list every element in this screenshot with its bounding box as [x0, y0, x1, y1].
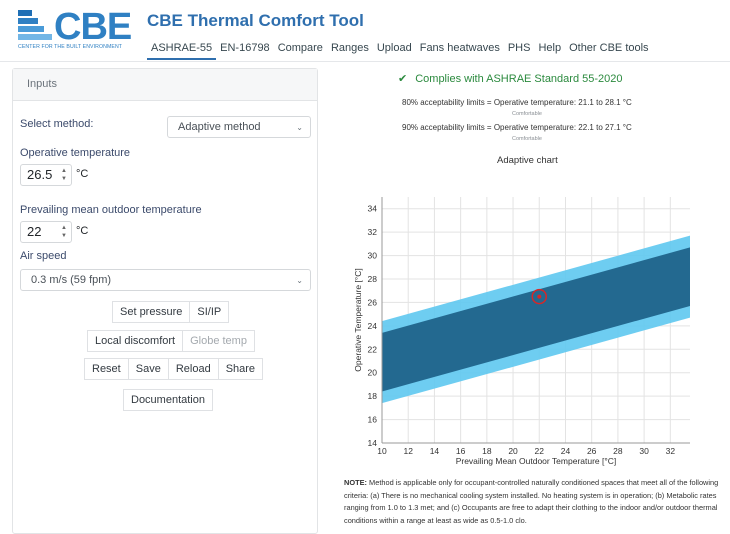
- method-note: NOTE: Method is applicable only for occu…: [344, 477, 722, 527]
- limit-80-text: 80% acceptability limits = Operative tem…: [402, 98, 632, 107]
- x-tick-label: 24: [561, 446, 571, 456]
- chevron-down-icon: ⌄: [296, 123, 303, 132]
- x-tick-label: 16: [456, 446, 466, 456]
- x-tick-label: 18: [482, 446, 492, 456]
- y-tick-label: 20: [368, 368, 378, 378]
- note-text: Method is applicable only for occupant-c…: [344, 478, 719, 525]
- set-pressure-button[interactable]: Set pressure: [112, 301, 191, 323]
- y-tick-label: 30: [368, 251, 378, 261]
- operative-temp-unit: °C: [76, 168, 89, 180]
- air-speed-select[interactable]: 0.3 m/s (59 fpm) ⌄: [20, 269, 311, 291]
- limit-90-text: 90% acceptability limits = Operative tem…: [402, 123, 632, 132]
- y-axis-label: Operative Temperature [°C]: [353, 268, 363, 371]
- compliance-text: Complies with ASHRAE Standard 55-2020: [415, 73, 623, 85]
- x-tick-label: 20: [508, 446, 518, 456]
- logo-subtitle: CENTER FOR THE BUILT ENVIRONMENT: [18, 44, 123, 50]
- x-tick-label: 12: [403, 446, 413, 456]
- nav-item-ranges[interactable]: Ranges: [330, 42, 369, 54]
- app-title: CBE Thermal Comfort Tool: [147, 11, 364, 30]
- method-select[interactable]: Adaptive method ⌄: [167, 116, 311, 138]
- x-tick-label: 30: [639, 446, 649, 456]
- si-ip-button[interactable]: SI/IP: [189, 301, 230, 323]
- comfort-point-ring: [531, 288, 548, 305]
- operative-temp-value: 26.5: [27, 167, 53, 182]
- air-speed-value: 0.3 m/s (59 fpm): [31, 274, 112, 286]
- header-divider: [0, 61, 730, 62]
- nav-item-upload[interactable]: Upload: [376, 42, 412, 54]
- save-button[interactable]: Save: [127, 358, 169, 380]
- x-axis-label: Prevailing Mean Outdoor Temperature [°C]: [456, 456, 617, 466]
- method-select-value: Adaptive method: [178, 121, 261, 133]
- limit-80-status: Comfortable: [512, 111, 542, 117]
- adaptive-chart: 10 12 14 16 18 20 22 24 26 28 30 32 14 16 18 20 22 24 26 28…: [353, 197, 690, 466]
- y-tick-label: 32: [368, 227, 378, 237]
- nav-item-ashrae-55[interactable]: ASHRAE-55: [147, 41, 217, 60]
- nav-item-help[interactable]: Help: [538, 42, 562, 54]
- note-label: NOTE:: [344, 478, 367, 487]
- y-tick-label: 22: [368, 344, 378, 354]
- y-tick-label: 34: [368, 204, 378, 214]
- nav-item-phs[interactable]: PHS: [507, 42, 531, 54]
- reset-button[interactable]: Reset: [84, 358, 129, 380]
- method-label: Select method:: [20, 118, 94, 130]
- outdoor-temp-value: 22: [27, 224, 42, 239]
- x-tick-label: 14: [430, 446, 440, 456]
- nav-item-compare[interactable]: Compare: [277, 42, 323, 54]
- spinner-arrows-icon[interactable]: ▲ ▼: [61, 168, 67, 182]
- documentation-button-group: Documentation: [123, 389, 213, 411]
- local-discomfort-button[interactable]: Local discomfort: [87, 330, 184, 352]
- spinner-arrows-icon[interactable]: ▲ ▼: [61, 225, 67, 239]
- x-tick-label: 32: [666, 446, 676, 456]
- settings-button-group: Set pressure SI/IP: [112, 301, 230, 323]
- outdoor-temp-label: Prevailing mean outdoor temperature: [20, 204, 202, 216]
- compliance-status: ✔ Complies with ASHRAE Standard 55-2020: [398, 72, 623, 85]
- logo-mark-icon: [18, 10, 52, 40]
- actions-button-group: Reset Save Reload Share: [84, 358, 264, 380]
- nav-item-en-16798[interactable]: EN-16798: [220, 42, 270, 54]
- nav-item-other-cbe-tools[interactable]: Other CBE tools: [569, 42, 649, 54]
- share-button[interactable]: Share: [217, 358, 264, 380]
- y-tick-label: 26: [368, 297, 378, 307]
- logo-text: CBE: [54, 6, 132, 48]
- inputs-panel-title: Inputs: [13, 69, 317, 101]
- band-90-percent: [382, 247, 690, 392]
- globe-temp-button[interactable]: Globe temp: [182, 330, 255, 352]
- x-tick-label: 22: [535, 446, 545, 456]
- nav-item-fans-heatwaves[interactable]: Fans heatwaves: [419, 42, 500, 54]
- chevron-down-icon: ⌄: [296, 276, 303, 285]
- y-tick-label: 18: [368, 391, 378, 401]
- outdoor-temp-input[interactable]: 22 ▲ ▼: [20, 221, 72, 243]
- x-tick-label: 10: [377, 446, 387, 456]
- limit-90-status: Comfortable: [512, 136, 542, 142]
- y-tick-label: 28: [368, 274, 378, 284]
- documentation-button[interactable]: Documentation: [123, 389, 213, 411]
- extra-tools-button-group: Local discomfort Globe temp: [87, 330, 255, 352]
- x-tick-label: 26: [587, 446, 597, 456]
- y-tick-label: 24: [368, 321, 378, 331]
- comfort-point: [537, 294, 542, 299]
- chart-title: Adaptive chart: [497, 155, 558, 166]
- check-icon: ✔: [398, 73, 408, 85]
- y-tick-label: 14: [368, 438, 378, 448]
- outdoor-temp-unit: °C: [76, 225, 89, 237]
- app-header: CBE CENTER FOR THE BUILT ENVIRONMENT CBE…: [0, 0, 730, 62]
- operative-temp-label: Operative temperature: [20, 147, 131, 159]
- inputs-panel: Inputs Select method: Adaptive method ⌄ …: [12, 68, 318, 534]
- air-speed-label: Air speed: [20, 250, 67, 262]
- cbe-logo[interactable]: CBE CENTER FOR THE BUILT ENVIRONMENT: [18, 6, 138, 56]
- x-tick-label: 28: [613, 446, 623, 456]
- reload-button[interactable]: Reload: [167, 358, 219, 380]
- operative-temp-input[interactable]: 26.5 ▲ ▼: [20, 164, 72, 186]
- y-tick-label: 16: [368, 415, 378, 425]
- main-nav: ASHRAE-55 EN-16798 Compare Ranges Upload Fans…: [147, 41, 653, 60]
